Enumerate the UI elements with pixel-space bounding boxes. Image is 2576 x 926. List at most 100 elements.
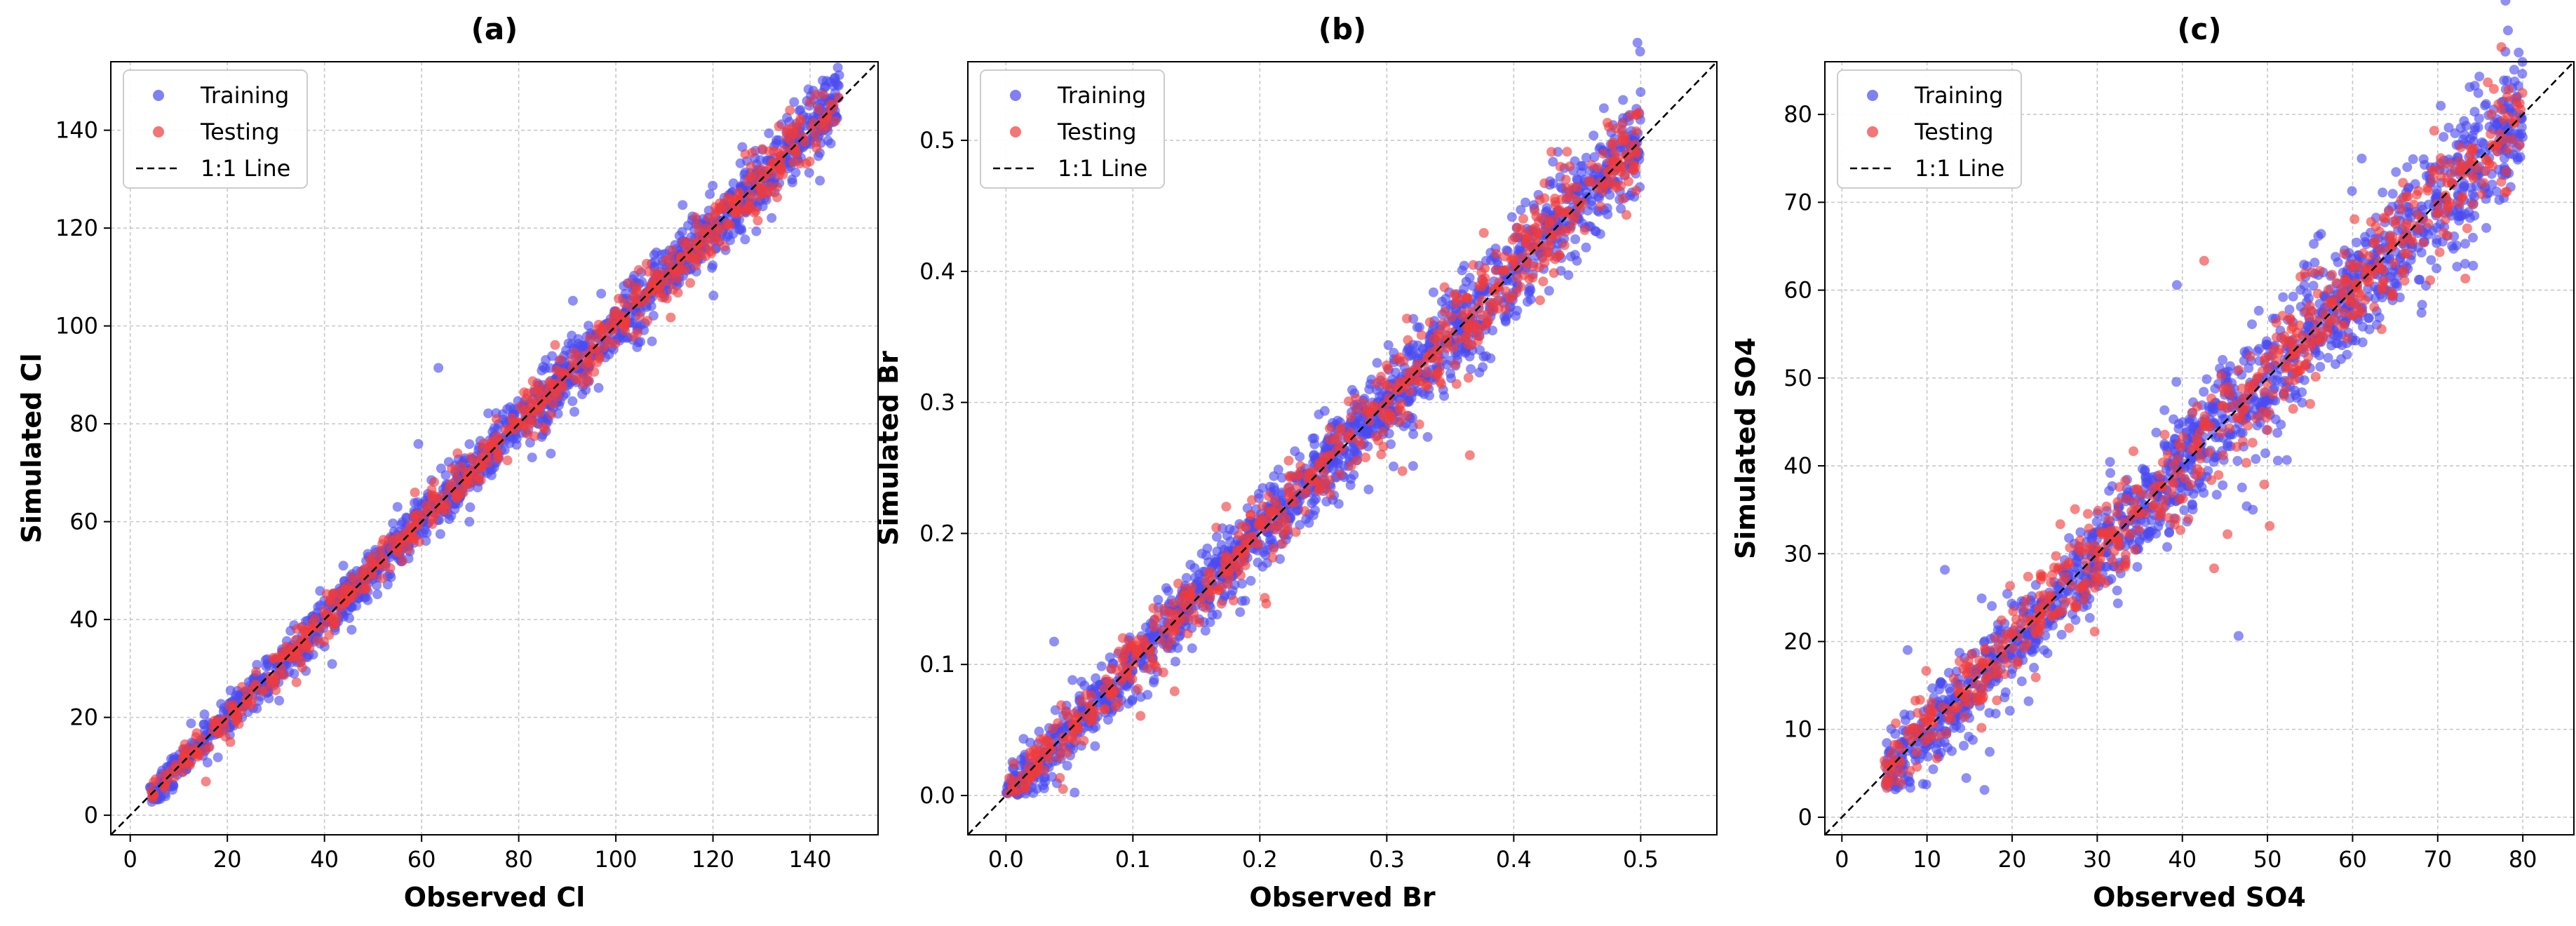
x-tick-label: 60 bbox=[407, 846, 436, 873]
scatter-point-testing bbox=[151, 774, 161, 784]
scatter-point-training bbox=[216, 699, 227, 709]
scatter-point-testing bbox=[375, 546, 386, 556]
scatter-point-testing bbox=[1077, 696, 1087, 706]
scatter-point-testing bbox=[1168, 598, 1179, 608]
scatter-point-training bbox=[225, 685, 236, 696]
scatter-point-testing bbox=[1247, 495, 1257, 505]
scatter-point-testing bbox=[332, 612, 342, 622]
scatter-point-training bbox=[327, 659, 337, 669]
scatter-point-training bbox=[569, 407, 579, 417]
y-axis-label: Simulated Cl bbox=[16, 354, 47, 544]
x-tick-label: 140 bbox=[789, 846, 832, 873]
scatter-point-testing bbox=[685, 278, 696, 288]
scatter-point-testing bbox=[201, 744, 211, 755]
scatter-point-training bbox=[199, 709, 210, 720]
scatter-point-testing bbox=[1267, 553, 1278, 563]
scatter-point-training bbox=[1181, 572, 1192, 583]
scatter-point-training bbox=[755, 155, 765, 166]
scatter-point-testing bbox=[264, 671, 275, 682]
scatter-point-testing bbox=[785, 105, 795, 116]
scatter-point-testing bbox=[745, 189, 755, 199]
scatter-point-testing bbox=[1607, 140, 1617, 150]
scatter-point-testing bbox=[1562, 193, 1572, 203]
scatter-point-testing bbox=[177, 767, 188, 777]
scatter-point-testing bbox=[1410, 375, 1420, 385]
scatter-point-training bbox=[2474, 72, 2485, 82]
scatter-point-training bbox=[584, 321, 594, 331]
scatter-point-testing bbox=[1631, 162, 1641, 173]
scatter-point-testing bbox=[642, 259, 652, 269]
scatter-point-testing bbox=[225, 737, 236, 747]
scatter-point-testing bbox=[1451, 379, 1462, 389]
scatter-point-testing bbox=[810, 89, 821, 100]
scatter-point-testing bbox=[410, 488, 420, 497]
scatter-point-training bbox=[2179, 505, 2190, 516]
scatter-point-training bbox=[344, 613, 354, 624]
scatter-point-training bbox=[1500, 315, 1511, 326]
scatter-point-testing bbox=[1181, 613, 1192, 624]
scatter-point-training bbox=[1187, 643, 1197, 654]
scatter-point-training bbox=[1523, 297, 1532, 307]
scatter-point-testing bbox=[279, 670, 290, 680]
scatter-point-testing bbox=[774, 121, 784, 131]
scatter-point-training bbox=[1103, 715, 1113, 725]
scatter-point-testing bbox=[584, 375, 594, 386]
y-tick-label: 20 bbox=[69, 704, 98, 731]
scatter-point-testing bbox=[1189, 615, 1200, 625]
scatter-point-testing bbox=[1369, 401, 1380, 412]
scatter-point-training bbox=[677, 200, 688, 210]
scatter-point-testing bbox=[297, 662, 307, 673]
scatter-point-testing bbox=[1234, 530, 1244, 541]
scatter-point-training bbox=[2503, 25, 2513, 36]
scatter-point-testing bbox=[1236, 570, 1246, 581]
scatter-point-testing bbox=[1617, 135, 1628, 145]
scatter-point-testing bbox=[819, 116, 830, 126]
scatter-point-testing bbox=[1302, 471, 1313, 482]
scatter-point-training bbox=[502, 404, 513, 415]
x-tick-label: 0.2 bbox=[1242, 846, 1278, 873]
scatter-point-testing bbox=[325, 598, 336, 608]
scatter-point-testing bbox=[811, 143, 822, 154]
scatter-point-testing bbox=[1562, 147, 1572, 157]
x-axis-label: Observed Cl bbox=[404, 882, 586, 913]
scatter-point-testing bbox=[427, 514, 438, 525]
scatter-point-testing bbox=[1561, 183, 1572, 194]
scatter-point-testing bbox=[385, 563, 396, 573]
scatter-point-testing bbox=[1474, 330, 1485, 341]
scatter-point-training bbox=[464, 439, 475, 450]
scatter-point-training bbox=[392, 502, 403, 512]
scatter-point-testing bbox=[1058, 784, 1068, 794]
scatter-point-training bbox=[2233, 631, 2244, 641]
scatter-point-testing bbox=[1559, 240, 1570, 250]
scatter-point-testing bbox=[1465, 312, 1476, 323]
scatter-point-testing bbox=[1041, 736, 1051, 746]
scatter-point-testing bbox=[257, 686, 267, 697]
y-tick-label: 0.5 bbox=[919, 127, 955, 154]
scatter-point-testing bbox=[1416, 330, 1427, 340]
scatter-point-testing bbox=[1586, 160, 1597, 170]
y-axis-label: Simulated SO4 bbox=[1730, 337, 1761, 559]
scatter-point-testing bbox=[1506, 293, 1517, 303]
scatter-point-training bbox=[2151, 427, 2162, 438]
scatter-point-training bbox=[1185, 560, 1196, 570]
scatter-point-training bbox=[1096, 661, 1107, 671]
scatter-point-training bbox=[1389, 461, 1398, 471]
scatter-point-training bbox=[527, 452, 537, 463]
scatter-point-training bbox=[1346, 474, 1356, 484]
scatter-point-training bbox=[2211, 490, 2222, 500]
scatter-point-testing bbox=[550, 340, 560, 350]
scatter-point-training bbox=[834, 70, 844, 81]
scatter-point-testing bbox=[1173, 578, 1183, 589]
scatter-point-testing bbox=[431, 491, 441, 502]
scatter-point-testing bbox=[1100, 704, 1110, 715]
x-tick-label: 120 bbox=[692, 846, 734, 873]
scatter-point-training bbox=[202, 758, 213, 767]
scatter-point-testing bbox=[1432, 352, 1443, 363]
scatter-point-training bbox=[1171, 657, 1180, 667]
scatter-point-testing bbox=[715, 198, 725, 208]
scatter-point-training bbox=[2132, 562, 2143, 572]
scatter-point-testing bbox=[1014, 785, 1025, 795]
y-tick-label: 140 bbox=[55, 117, 98, 144]
scatter-point-testing bbox=[293, 652, 304, 662]
scatter-point-training bbox=[538, 361, 548, 372]
